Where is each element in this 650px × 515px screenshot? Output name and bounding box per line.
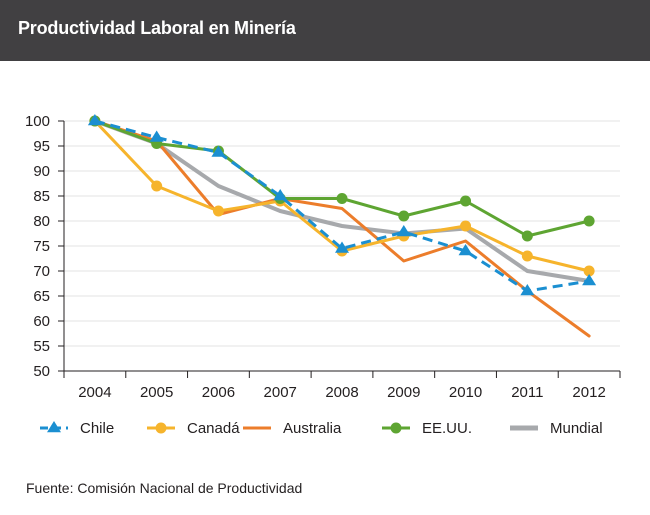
legend-marker-chile (47, 421, 61, 433)
point-canad--2006 (212, 205, 224, 217)
legend-label-chile: Chile (80, 420, 114, 437)
series-line-chile (94, 119, 590, 293)
y-tick-label: 50 (33, 363, 50, 380)
series-line-mundial (92, 119, 592, 283)
point-chile-2010 (458, 244, 473, 256)
legend-label-australia: Australia (283, 420, 342, 437)
y-tick-label: 90 (33, 163, 50, 180)
chart-title: Productividad Laboral en Minería (18, 18, 296, 38)
x-tick-label-2011: 2011 (511, 384, 543, 401)
legend-label-mundial: Mundial (550, 420, 603, 437)
legend-label-ee-uu-: EE.UU. (422, 420, 472, 437)
y-tick-label: 55 (33, 338, 50, 355)
y-tick-label: 85 (33, 188, 50, 205)
point-ee-uu--2008 (336, 193, 348, 204)
point-ee-uu--2010 (460, 195, 472, 207)
point-chile-2004 (87, 114, 102, 126)
x-tick-label-2006: 2006 (202, 384, 235, 401)
point-chile-2006 (211, 145, 226, 157)
y-tick-label: 100 (25, 113, 50, 130)
header-bar: Productividad Laboral en Minería (0, 0, 650, 61)
y-tick-label: 60 (33, 313, 50, 330)
x-tick-label-2008: 2008 (325, 384, 358, 401)
point-canad--2010 (460, 220, 472, 232)
x-tick-label-2012: 2012 (572, 384, 605, 401)
x-tick-label-2007: 2007 (264, 384, 297, 401)
point-chile-2007 (273, 189, 288, 201)
y-tick-label: 95 (33, 138, 50, 155)
point-ee-uu--2011 (521, 230, 533, 242)
point-canad--2012 (583, 265, 595, 277)
point-chile-2005 (149, 130, 164, 142)
point-canad--2005 (151, 180, 163, 192)
y-tick-label: 65 (33, 288, 50, 305)
point-chile-2009 (396, 225, 411, 237)
y-tick-label: 70 (33, 263, 50, 280)
legend-label-canad-: Canadá (187, 420, 240, 437)
y-tick-label: 80 (33, 213, 50, 230)
legend-marker-canad- (155, 422, 167, 434)
point-ee-uu--2012 (583, 215, 595, 227)
point-canad--2011 (521, 250, 533, 262)
x-tick-label-2010: 2010 (449, 384, 482, 401)
source-note: Fuente: Comisión Nacional de Productivid… (26, 480, 303, 496)
x-tick-label-2009: 2009 (387, 384, 420, 401)
legend-marker-ee-uu- (390, 422, 402, 434)
point-chile-2012 (582, 274, 597, 286)
point-ee-uu--2009 (398, 210, 410, 222)
y-tick-label: 75 (33, 238, 50, 255)
point-chile-2008 (335, 241, 349, 253)
point-chile-2011 (520, 284, 535, 296)
series-line-australia (93, 119, 591, 338)
line-chart: 50 55 60 65 70 75 80 85 90 95 100 2004 2005 2006 2007 2… (25, 113, 621, 437)
x-tick-label-2004: 2004 (78, 384, 111, 401)
series-line-ee-uu- (93, 119, 591, 238)
x-tick-label-2005: 2005 (140, 384, 173, 401)
